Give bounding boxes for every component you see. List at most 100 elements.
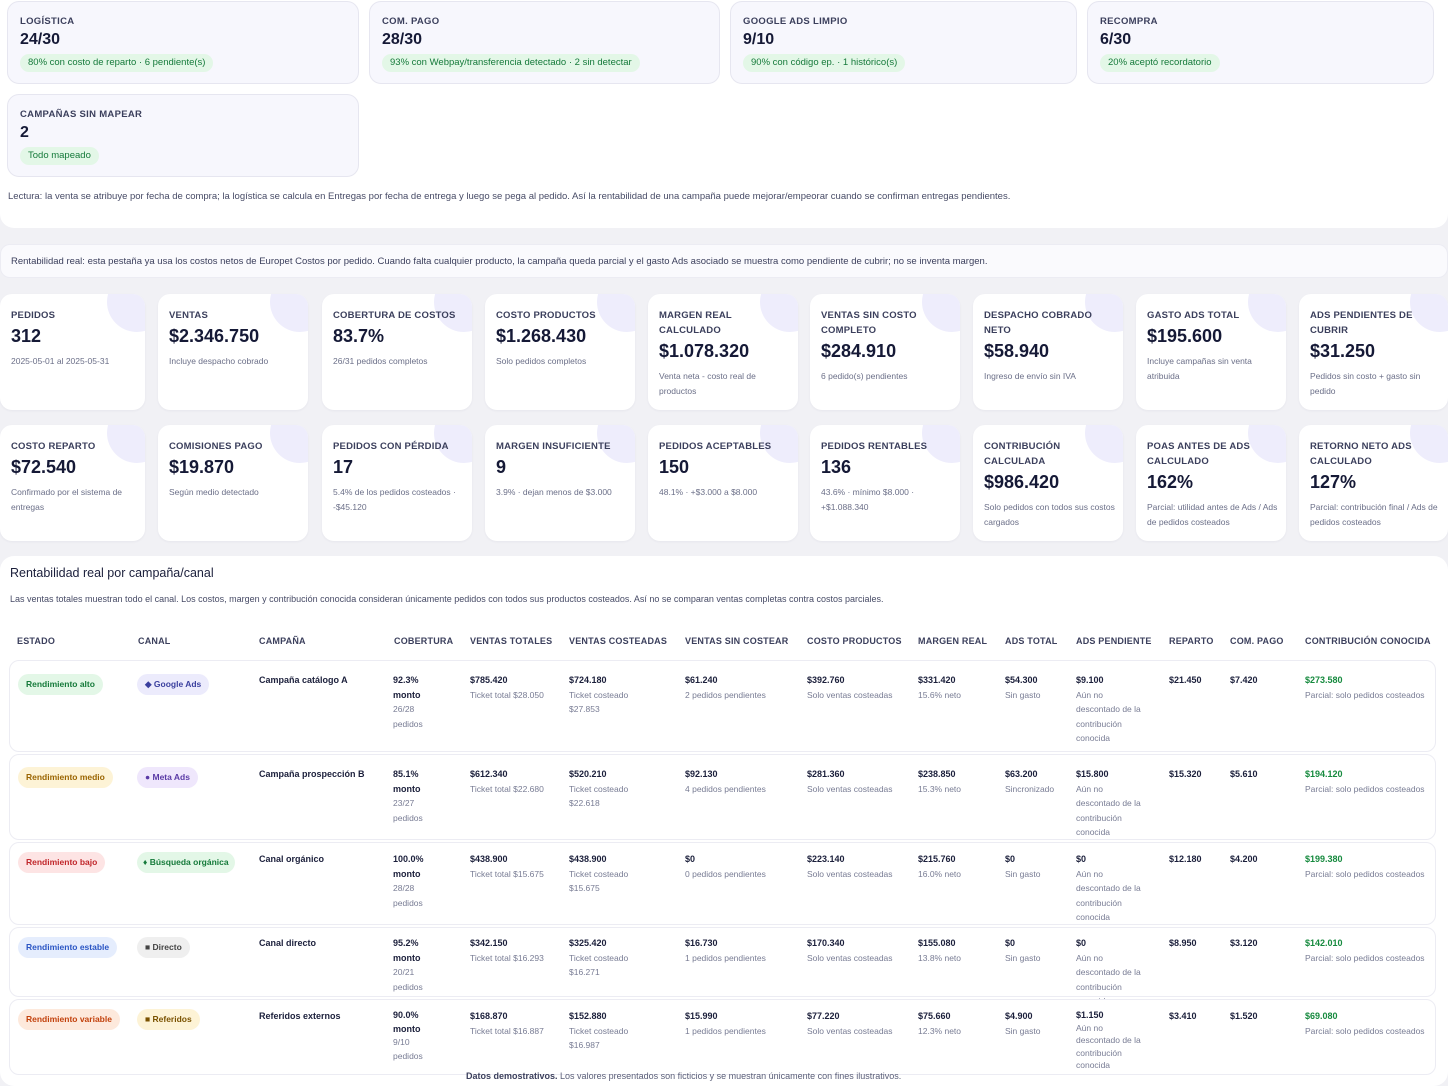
coverage-orders-label: pedidos [393, 812, 423, 823]
info-bar-text: Rentabilidad real: esta pestaña ya usa l… [11, 256, 988, 267]
kpi-value: $2.346.750 [169, 326, 260, 346]
margen-real-percent: 12.3% neto [918, 1025, 962, 1036]
ads-pendiente-cell: $0 Aún no descontado de la contribución cono… [1076, 852, 1156, 925]
ventas-costeadas-ticket-label: Ticket costeado [569, 868, 629, 879]
coverage-orders-label: pedidos [393, 981, 423, 992]
kpi-sub: Según medio detectado [169, 487, 259, 497]
column-header-estado[interactable]: ESTADO [17, 636, 56, 646]
campaign-name: Canal orgánico [259, 854, 325, 864]
kpi-label: PEDIDOS CON PÉRDIDA [333, 441, 449, 452]
ads-total-cell: $0 Sin gasto [1005, 936, 1040, 965]
column-header-ventas-sin-costear[interactable]: VENTAS SIN COSTEAR [685, 636, 789, 646]
pending-orders: 0 pedidos pendientes [685, 868, 766, 879]
ventas-totales-cell: $168.870 Ticket total $16.887 [470, 1009, 544, 1038]
coverage-orders: 26/28 [393, 704, 415, 714]
margen-real-cell: $238.850 15.3% neto [918, 767, 961, 796]
kpi-label: MARGEN REAL CALCULADO [659, 310, 732, 336]
ventas-totales-cell: $438.900 Ticket total $15.675 [470, 852, 544, 881]
column-header-margen-real[interactable]: MARGEN REAL [918, 636, 988, 646]
campaign-name: Campaña catálogo A [259, 675, 348, 685]
table-row[interactable] [9, 660, 1436, 752]
table-row[interactable] [9, 842, 1436, 925]
status-badge: Rendimiento variable [18, 1009, 120, 1030]
com-pago-value: $7.420 [1230, 675, 1258, 685]
column-header-canal[interactable]: CANAL [138, 636, 171, 646]
kpi-comisiones-pago: COMISIONES PAGO $19.870 Según medio dete… [158, 425, 308, 541]
coverage-monto-label: monto [393, 783, 421, 794]
coverage-percent: 95.2% [393, 938, 419, 948]
kpi-label: COSTO REPARTO [11, 441, 96, 452]
ventas-totales-cell: $785.420 Ticket total $28.050 [470, 673, 544, 702]
column-header-campana[interactable]: CAMPAÑA [259, 636, 306, 646]
kpi-label: RETORNO NETO ADS CALCULADO [1310, 441, 1412, 467]
ads-total-value: $0 [1005, 854, 1016, 864]
table-row[interactable] [9, 754, 1436, 840]
info-bar: Rentabilidad real: esta pestaña ya usa l… [0, 244, 1448, 278]
kpi-retorno-neto-ads: RETORNO NETO ADS CALCULADO 127% Parcial:… [1299, 425, 1448, 541]
pending-orders: 2 pedidos pendientes [685, 689, 766, 700]
coverage-monto-label: monto [393, 868, 421, 879]
ads-pendiente-note-1: Aún no [1076, 952, 1103, 963]
kpi-label: POAS ANTES DE ADS CALCULADO [1147, 441, 1250, 467]
contribucion-value: $199.380 [1305, 854, 1343, 864]
margen-real-cell: $331.420 15.6% neto [918, 673, 961, 702]
ventas-costeadas-ticket: $16.987 [569, 1040, 600, 1050]
column-header-com-pago[interactable]: COM. PAGO [1230, 636, 1284, 646]
ventas-sin-costear-cell: $61.240 2 pedidos pendientes [685, 673, 766, 702]
table-row[interactable] [9, 999, 1436, 1075]
ventas-costeadas-ticket-label: Ticket costeado [569, 952, 629, 963]
column-header-costo-productos[interactable]: COSTO PRODUCTOS [807, 636, 902, 646]
kpi-label: ADS PENDIENTES DE CUBRIR [1310, 310, 1413, 336]
quality-card-google-ads: GOOGLE ADS LIMPIO 9/10 90% con código ep… [730, 1, 1077, 84]
ventas-totales-value: $438.900 [470, 854, 508, 864]
quality-card-value: 28/30 [382, 31, 423, 48]
ventas-sin-costear-value: $92.130 [685, 769, 718, 779]
com-pago-value: $1.520 [1230, 1011, 1258, 1021]
channel-badge: ■ Referidos [137, 1009, 200, 1030]
ventas-totales-ticket: Ticket total $22.680 [470, 783, 544, 794]
coverage-cell: 90.0% monto 9/10 pedidos [393, 1009, 463, 1063]
quality-card-com-pago: COM. PAGO 28/30 93% con Webpay/transfere… [369, 1, 720, 84]
campaign-name: Referidos externos [259, 1011, 341, 1021]
column-header-reparto[interactable]: REPARTO [1169, 636, 1214, 646]
column-header-cobertura[interactable]: COBERTURA [394, 636, 454, 646]
campaign-name: Canal directo [259, 938, 317, 948]
contribucion-cell: $194.120 Parcial: solo pedidos costeados [1305, 767, 1425, 796]
kpi-sub: Solo pedidos con todos sus costos cargad… [984, 502, 1115, 527]
ads-pendiente-value: $9.100 [1076, 675, 1104, 685]
ads-pendiente-note-1: Aún no [1076, 1022, 1103, 1033]
column-header-ads-pendiente[interactable]: ADS PENDIENTE [1076, 636, 1152, 646]
kpi-value: $31.250 [1310, 341, 1376, 361]
status-badge: Rendimiento bajo [18, 852, 106, 873]
ventas-costeadas-cell: $438.900 Ticket costeado $15.675 [569, 852, 628, 896]
kpi-costo-productos: COSTO PRODUCTOS $1.268.430 Solo pedidos … [485, 294, 635, 410]
column-header-contribucion[interactable]: CONTRIBUCIÓN CONOCIDA [1305, 636, 1431, 646]
ventas-sin-costear-value: $15.990 [685, 1011, 718, 1021]
quality-card-label: GOOGLE ADS LIMPIO [743, 16, 848, 27]
margen-real-cell: $215.760 16.0% neto [918, 852, 961, 881]
ventas-costeadas-value: $724.180 [569, 675, 607, 685]
ventas-sin-costear-cell: $0 0 pedidos pendientes [685, 852, 766, 881]
ads-pendiente-note-1: Aún no [1076, 868, 1103, 879]
column-header-ads-total[interactable]: ADS TOTAL [1005, 636, 1058, 646]
ventas-costeadas-ticket: $22.618 [569, 798, 600, 808]
margen-real-cell: $75.660 12.3% neto [918, 1009, 961, 1038]
column-header-ventas-costeadas[interactable]: VENTAS COSTEADAS [569, 636, 668, 646]
kpi-value: 127% [1310, 472, 1357, 492]
kpi-sub: 48.1% · +$3.000 a $8.000 [659, 487, 758, 497]
ventas-totales-value: $168.870 [470, 1011, 508, 1021]
quality-card-value: 9/10 [743, 31, 775, 48]
kpi-label: COBERTURA DE COSTOS [333, 310, 456, 321]
table-row[interactable] [9, 927, 1436, 997]
ventas-sin-costear-cell: $16.730 1 pedidos pendientes [685, 936, 766, 965]
kpi-sub: 3.9% · dejan menos de $3.000 [496, 487, 612, 497]
kpi-value: 162% [1147, 472, 1194, 492]
column-header-ventas-totales[interactable]: VENTAS TOTALES [470, 636, 553, 646]
kpi-label: VENTAS SIN COSTO COMPLETO [821, 310, 917, 336]
kpi-label: VENTAS [169, 310, 209, 321]
ventas-sin-costear-cell: $92.130 4 pedidos pendientes [685, 767, 766, 796]
footer-text: Los valores presentados son ficticios y … [560, 1071, 902, 1081]
contribucion-value: $142.010 [1305, 938, 1343, 948]
pending-orders: 4 pedidos pendientes [685, 783, 766, 794]
kpi-value: $72.540 [11, 457, 77, 477]
